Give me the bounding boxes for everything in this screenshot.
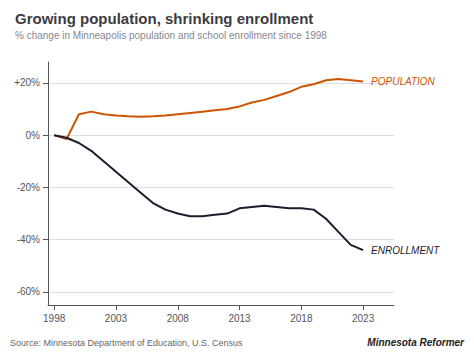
svg-text:+20%: +20% bbox=[14, 77, 40, 88]
svg-text:2013: 2013 bbox=[228, 313, 251, 324]
svg-text:2008: 2008 bbox=[167, 313, 190, 324]
svg-text:-60%: -60% bbox=[17, 286, 40, 297]
svg-text:2023: 2023 bbox=[352, 313, 375, 324]
svg-text:-20%: -20% bbox=[17, 182, 40, 193]
svg-text:% change in Minneapolis popula: % change in Minneapolis population and s… bbox=[15, 30, 327, 41]
svg-text:Growing population, shrinking: Growing population, shrinking enrollment bbox=[15, 10, 313, 27]
svg-text:Minnesota Reformer: Minnesota Reformer bbox=[367, 337, 465, 348]
svg-text:POPULATION: POPULATION bbox=[371, 76, 435, 87]
svg-text:2018: 2018 bbox=[290, 313, 313, 324]
svg-text:Source: Minnesota Department o: Source: Minnesota Department of Educatio… bbox=[10, 338, 243, 348]
svg-text:1998: 1998 bbox=[43, 313, 66, 324]
svg-text:0%: 0% bbox=[26, 130, 41, 141]
svg-text:-40%: -40% bbox=[17, 234, 40, 245]
svg-text:2003: 2003 bbox=[105, 313, 128, 324]
svg-text:ENROLLMENT: ENROLLMENT bbox=[371, 245, 440, 256]
